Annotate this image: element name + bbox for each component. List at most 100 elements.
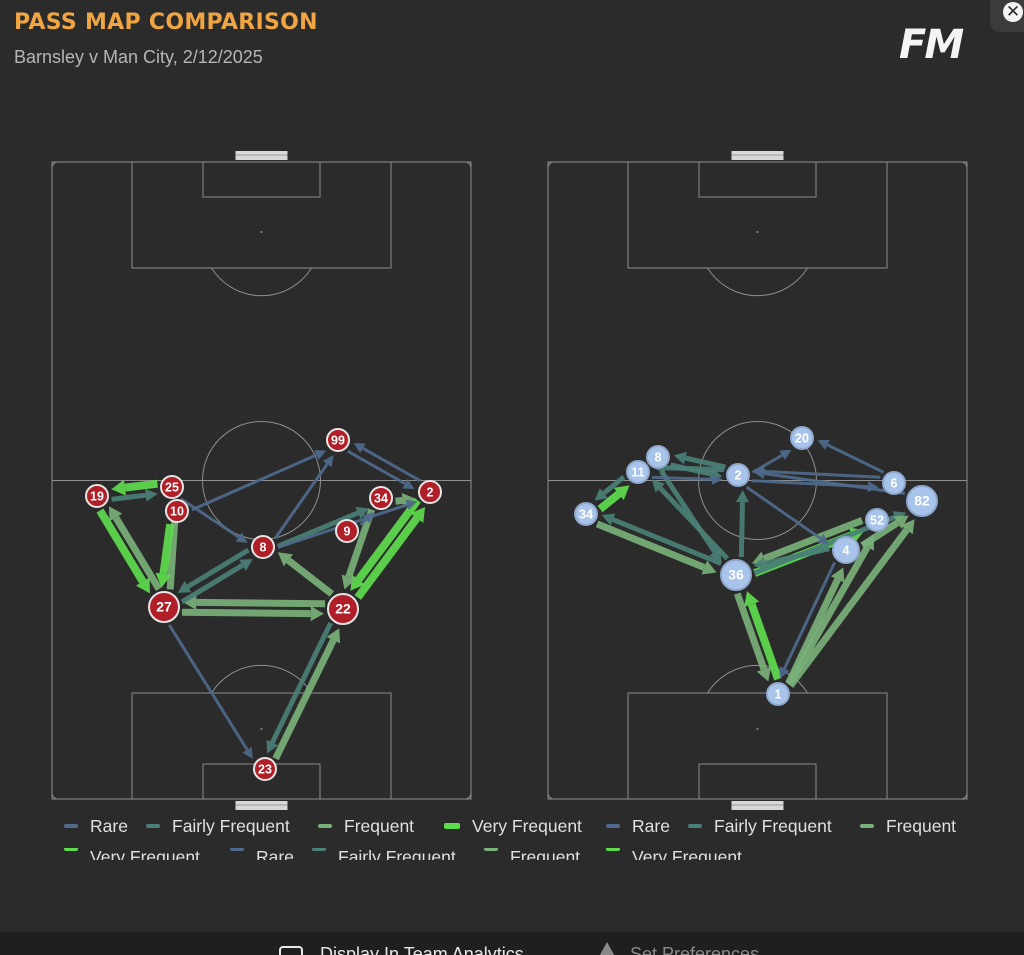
player-node-34[interactable]: 34 bbox=[574, 502, 598, 526]
player-node-9[interactable]: 9 bbox=[335, 519, 359, 543]
player-marker[interactable] bbox=[906, 485, 938, 517]
player-node-6[interactable]: 6 bbox=[882, 471, 906, 495]
pass-arrow-36-to-1 bbox=[733, 592, 771, 682]
player-marker[interactable] bbox=[865, 508, 889, 532]
corner-arc bbox=[960, 792, 968, 800]
pass-arrow-27-to-19 bbox=[109, 506, 162, 591]
player-marker[interactable] bbox=[626, 460, 650, 484]
player-node-1[interactable]: 1 bbox=[766, 682, 790, 706]
player-number: 25 bbox=[165, 481, 179, 495]
pass-arrow-36-to-11 bbox=[651, 479, 730, 561]
player-node-25[interactable]: 25 bbox=[160, 475, 184, 499]
legend-item-frequent: Frequent bbox=[484, 848, 580, 860]
corner-arc bbox=[547, 792, 555, 800]
player-number: 6 bbox=[891, 477, 898, 491]
player-node-36[interactable]: 36 bbox=[720, 559, 752, 591]
pass-arrow-10-to-27 bbox=[155, 523, 175, 588]
pass-arrow-27-to-23 bbox=[168, 624, 253, 759]
legend-item-very-frequent: Very Frequent bbox=[606, 848, 742, 860]
player-number: 2 bbox=[735, 469, 742, 483]
player-node-99[interactable]: 99 bbox=[326, 428, 350, 452]
player-node-11[interactable]: 11 bbox=[626, 460, 650, 484]
legend-item-very-frequent: Very Frequent bbox=[64, 848, 200, 860]
legend-swatch bbox=[230, 848, 244, 851]
player-number: 4 bbox=[843, 544, 850, 558]
player-number: 23 bbox=[258, 763, 272, 777]
legend-label: Fairly Frequent bbox=[714, 815, 832, 836]
pass-arrow-4-to-36 bbox=[753, 546, 830, 570]
player-marker[interactable] bbox=[766, 682, 790, 706]
player-marker[interactable] bbox=[85, 484, 109, 508]
player-number: 11 bbox=[631, 466, 644, 480]
legend-label: Very Frequent bbox=[90, 848, 200, 860]
legend-item-very-frequent: Very Frequent bbox=[444, 814, 582, 838]
player-node-2[interactable]: 2 bbox=[726, 463, 750, 487]
top-penalty-spot bbox=[260, 231, 263, 233]
bottom-penalty-area bbox=[627, 692, 888, 800]
legend-swatch bbox=[606, 848, 620, 851]
player-node-10[interactable]: 10 bbox=[165, 499, 189, 523]
pass-arrow-1-to-82 bbox=[787, 519, 915, 688]
set-preferences-button[interactable]: Set Preferences bbox=[630, 944, 760, 955]
player-marker[interactable] bbox=[574, 502, 598, 526]
player-marker[interactable] bbox=[369, 486, 393, 510]
bottom-penalty-spot bbox=[260, 728, 263, 730]
player-node-19[interactable]: 19 bbox=[85, 484, 109, 508]
player-number: 82 bbox=[914, 493, 930, 509]
legend-swatch bbox=[312, 848, 326, 851]
top-penalty-arc bbox=[211, 267, 312, 297]
player-marker[interactable] bbox=[327, 593, 359, 625]
pass-arrow-34-to-36 bbox=[595, 520, 717, 575]
top-six-yard-box bbox=[202, 161, 321, 198]
pass-arrow-8-to-34 bbox=[276, 506, 370, 549]
legend-label: Rare bbox=[256, 848, 294, 860]
player-marker[interactable] bbox=[832, 536, 860, 564]
player-marker[interactable] bbox=[790, 426, 814, 450]
pass-arrow-6-to-20 bbox=[817, 439, 885, 474]
top-penalty-spot bbox=[756, 231, 759, 233]
player-marker[interactable] bbox=[726, 463, 750, 487]
legend-item-fairly-frequent: Fairly Frequent bbox=[312, 848, 456, 860]
player-number: 22 bbox=[335, 601, 351, 617]
pass-arrow-11-to-34 bbox=[594, 474, 626, 501]
player-marker[interactable] bbox=[720, 559, 752, 591]
player-marker[interactable] bbox=[148, 591, 180, 623]
legend-item-frequent: Frequent bbox=[318, 814, 414, 838]
player-marker[interactable] bbox=[160, 475, 184, 499]
player-node-82[interactable]: 82 bbox=[906, 485, 938, 517]
close-icon[interactable]: ✕ bbox=[1003, 2, 1023, 22]
player-marker[interactable] bbox=[326, 428, 350, 452]
player-marker[interactable] bbox=[253, 757, 277, 781]
pass-arrow-22-to-23 bbox=[266, 621, 333, 754]
player-marker[interactable] bbox=[165, 499, 189, 523]
player-node-8[interactable]: 8 bbox=[251, 535, 275, 559]
display-in-team-analytics-checkbox[interactable] bbox=[279, 946, 303, 955]
warning-icon bbox=[596, 942, 618, 955]
player-node-8[interactable]: 8 bbox=[646, 445, 670, 469]
player-node-22[interactable]: 22 bbox=[327, 593, 359, 625]
player-marker[interactable] bbox=[646, 445, 670, 469]
player-node-2[interactable]: 2 bbox=[418, 480, 442, 504]
player-marker[interactable] bbox=[335, 519, 359, 543]
player-node-52[interactable]: 52 bbox=[865, 508, 889, 532]
player-marker[interactable] bbox=[251, 535, 275, 559]
player-node-34[interactable]: 34 bbox=[369, 486, 393, 510]
legend-swatch bbox=[318, 824, 332, 828]
player-node-4[interactable]: 4 bbox=[832, 536, 860, 564]
corner-arc bbox=[464, 792, 472, 800]
close-button[interactable]: ✕ bbox=[990, 0, 1024, 32]
top-penalty-area bbox=[131, 161, 392, 269]
player-marker[interactable] bbox=[882, 471, 906, 495]
player-number: 20 bbox=[795, 432, 809, 446]
pass-arrow-8-to-99 bbox=[273, 455, 334, 540]
player-marker[interactable] bbox=[418, 480, 442, 504]
legend-item-frequent: Frequent bbox=[860, 814, 956, 838]
player-node-20[interactable]: 20 bbox=[790, 426, 814, 450]
legend-label: Frequent bbox=[886, 815, 957, 836]
corner-arc bbox=[960, 161, 968, 169]
player-node-27[interactable]: 27 bbox=[148, 591, 180, 623]
legend-swatch bbox=[444, 823, 460, 829]
player-node-23[interactable]: 23 bbox=[253, 757, 277, 781]
display-in-team-analytics-label[interactable]: Display In Team Analytics bbox=[320, 944, 524, 955]
